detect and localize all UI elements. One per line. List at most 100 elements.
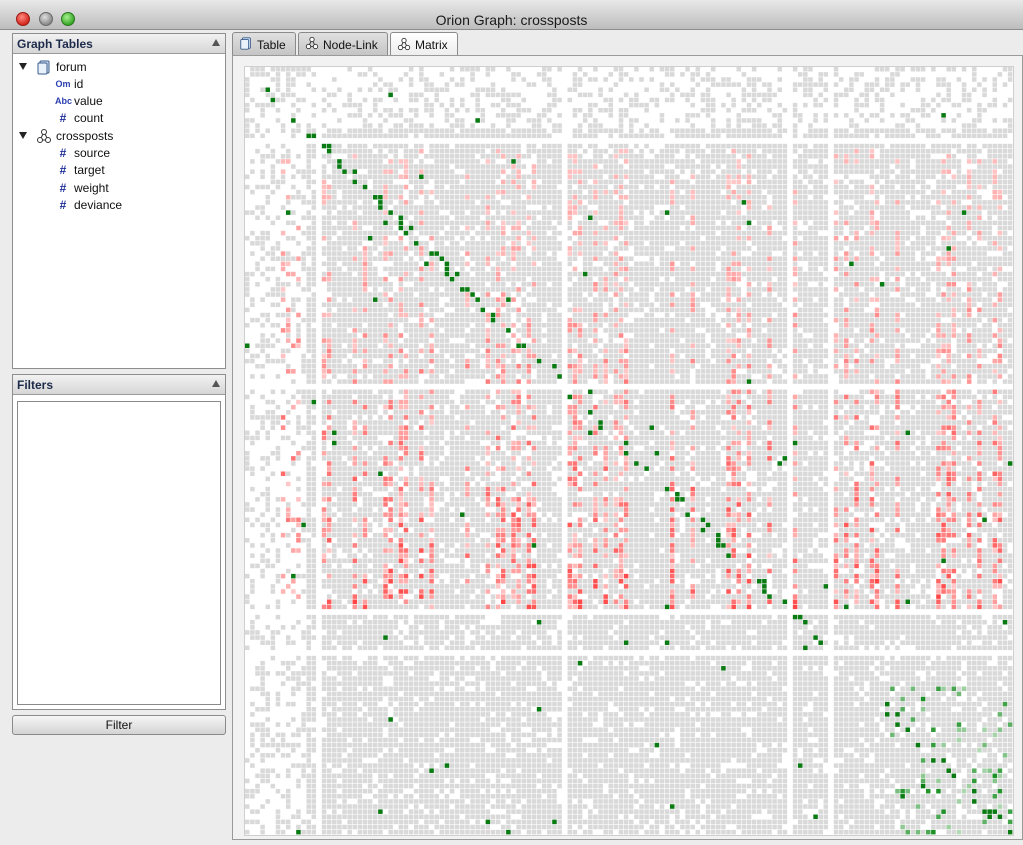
matrix-cell — [460, 307, 465, 313]
graph-tables-header[interactable]: Graph Tables — [13, 34, 225, 54]
matrix-cell — [639, 230, 644, 236]
matrix-cell — [557, 266, 562, 272]
matrix-cell — [603, 164, 608, 169]
matrix-cell — [429, 200, 434, 205]
filters-header[interactable]: Filters — [13, 375, 225, 395]
matrix-cell — [767, 266, 772, 272]
matrix-cell — [966, 210, 972, 215]
matrix-cell — [521, 210, 526, 215]
disclosure-triangle-icon[interactable] — [19, 132, 27, 139]
matrix-cell — [649, 159, 654, 164]
matrix-cell — [485, 200, 491, 205]
matrix-cell — [885, 164, 890, 169]
matrix-cell — [352, 225, 358, 231]
matrix-cell — [332, 164, 337, 169]
minimize-window-button[interactable] — [39, 12, 53, 26]
matrix-cell — [332, 159, 337, 164]
tab-table[interactable]: Table — [232, 32, 296, 56]
matrix-cell — [813, 97, 818, 103]
matrix-cell — [721, 169, 726, 174]
tree-column-weight[interactable]: # weight — [55, 179, 109, 196]
matrix-cell — [429, 133, 434, 139]
matrix-cell — [900, 292, 905, 297]
matrix-cell — [951, 297, 957, 302]
matrix-cell — [434, 169, 439, 174]
close-window-button[interactable] — [16, 12, 30, 26]
matrix-cell — [572, 77, 578, 82]
matrix-cell — [797, 184, 803, 190]
matrix-cell — [936, 256, 941, 261]
matrix-cell — [721, 159, 726, 164]
disclosure-triangle-icon[interactable] — [19, 63, 27, 70]
collapse-arrow-icon[interactable] — [212, 39, 220, 46]
tree-column-source[interactable]: # source — [55, 144, 110, 161]
matrix-cell — [495, 102, 501, 108]
matrix-cell — [838, 225, 844, 231]
matrix-cell — [367, 276, 373, 282]
matrix-cell — [879, 266, 885, 272]
matrix-cell — [413, 235, 419, 241]
matrix-cell — [291, 210, 296, 215]
matrix-cell — [772, 179, 777, 185]
tab-node-link[interactable]: Node-Link — [298, 32, 388, 56]
matrix-cell — [408, 256, 414, 261]
matrix-cell — [654, 97, 660, 103]
tree-column-deviance[interactable]: # deviance — [55, 196, 122, 213]
matrix-cell — [444, 195, 450, 200]
matrix-canvas[interactable] — [245, 67, 1013, 835]
matrix-cell — [859, 92, 864, 98]
matrix-cell — [285, 271, 291, 277]
matrix-cell — [429, 210, 434, 215]
matrix-cell — [326, 261, 332, 267]
matrix-cell — [265, 215, 270, 220]
tree-column-count[interactable]: # count — [55, 109, 104, 126]
matrix-cell — [818, 195, 823, 200]
matrix-cell — [762, 246, 767, 251]
matrix-cell — [501, 261, 506, 267]
matrix-cell — [506, 67, 511, 72]
matrix-cell — [265, 276, 270, 282]
matrix-cell — [751, 215, 757, 220]
matrix-cell — [844, 87, 849, 92]
matrix-cell — [301, 174, 306, 180]
tree-column-value[interactable]: Abc value — [55, 92, 103, 109]
matrix-cell — [879, 184, 885, 190]
matrix-cell — [675, 287, 680, 292]
collapse-arrow-icon[interactable] — [212, 380, 220, 387]
tree-column-id[interactable]: Om id — [55, 75, 83, 92]
matrix-cell — [362, 72, 368, 77]
matrix-cell — [936, 282, 941, 287]
tree-node-forum[interactable]: forum — [19, 58, 87, 75]
matrix-cell — [700, 189, 706, 195]
matrix-cell — [547, 102, 552, 108]
matrix-cell — [398, 210, 404, 215]
tab-matrix[interactable]: Matrix — [390, 32, 458, 57]
filter-button[interactable]: Filter — [12, 715, 226, 735]
matrix-cell — [905, 169, 910, 174]
matrix-cell — [695, 287, 701, 292]
matrix-cell — [900, 271, 905, 277]
matrix-cell — [762, 143, 767, 149]
matrix-cell — [444, 215, 450, 220]
matrix-cell — [931, 205, 936, 210]
zoom-window-button[interactable] — [61, 12, 75, 26]
matrix-cell — [982, 297, 987, 302]
matrix-cell — [460, 276, 465, 282]
matrix-cell — [362, 317, 368, 323]
matrix-cell — [956, 143, 962, 149]
matrix-cell — [485, 220, 491, 226]
matrix-cell — [762, 241, 767, 246]
matrix-cell — [956, 292, 962, 297]
matrix-cell — [536, 241, 542, 246]
matrix-cell — [813, 246, 818, 251]
matrix-cell — [572, 179, 578, 185]
matrix-cell — [552, 225, 557, 231]
adjacency-matrix[interactable] — [244, 66, 1014, 836]
matrix-cell — [326, 230, 332, 236]
tree-column-target[interactable]: # target — [55, 161, 105, 178]
matrix-cell — [982, 107, 987, 113]
tree-node-crossposts[interactable]: crossposts — [19, 127, 113, 144]
filter-list[interactable] — [17, 401, 221, 705]
matrix-cell — [690, 215, 695, 220]
matrix-cell — [470, 133, 475, 139]
